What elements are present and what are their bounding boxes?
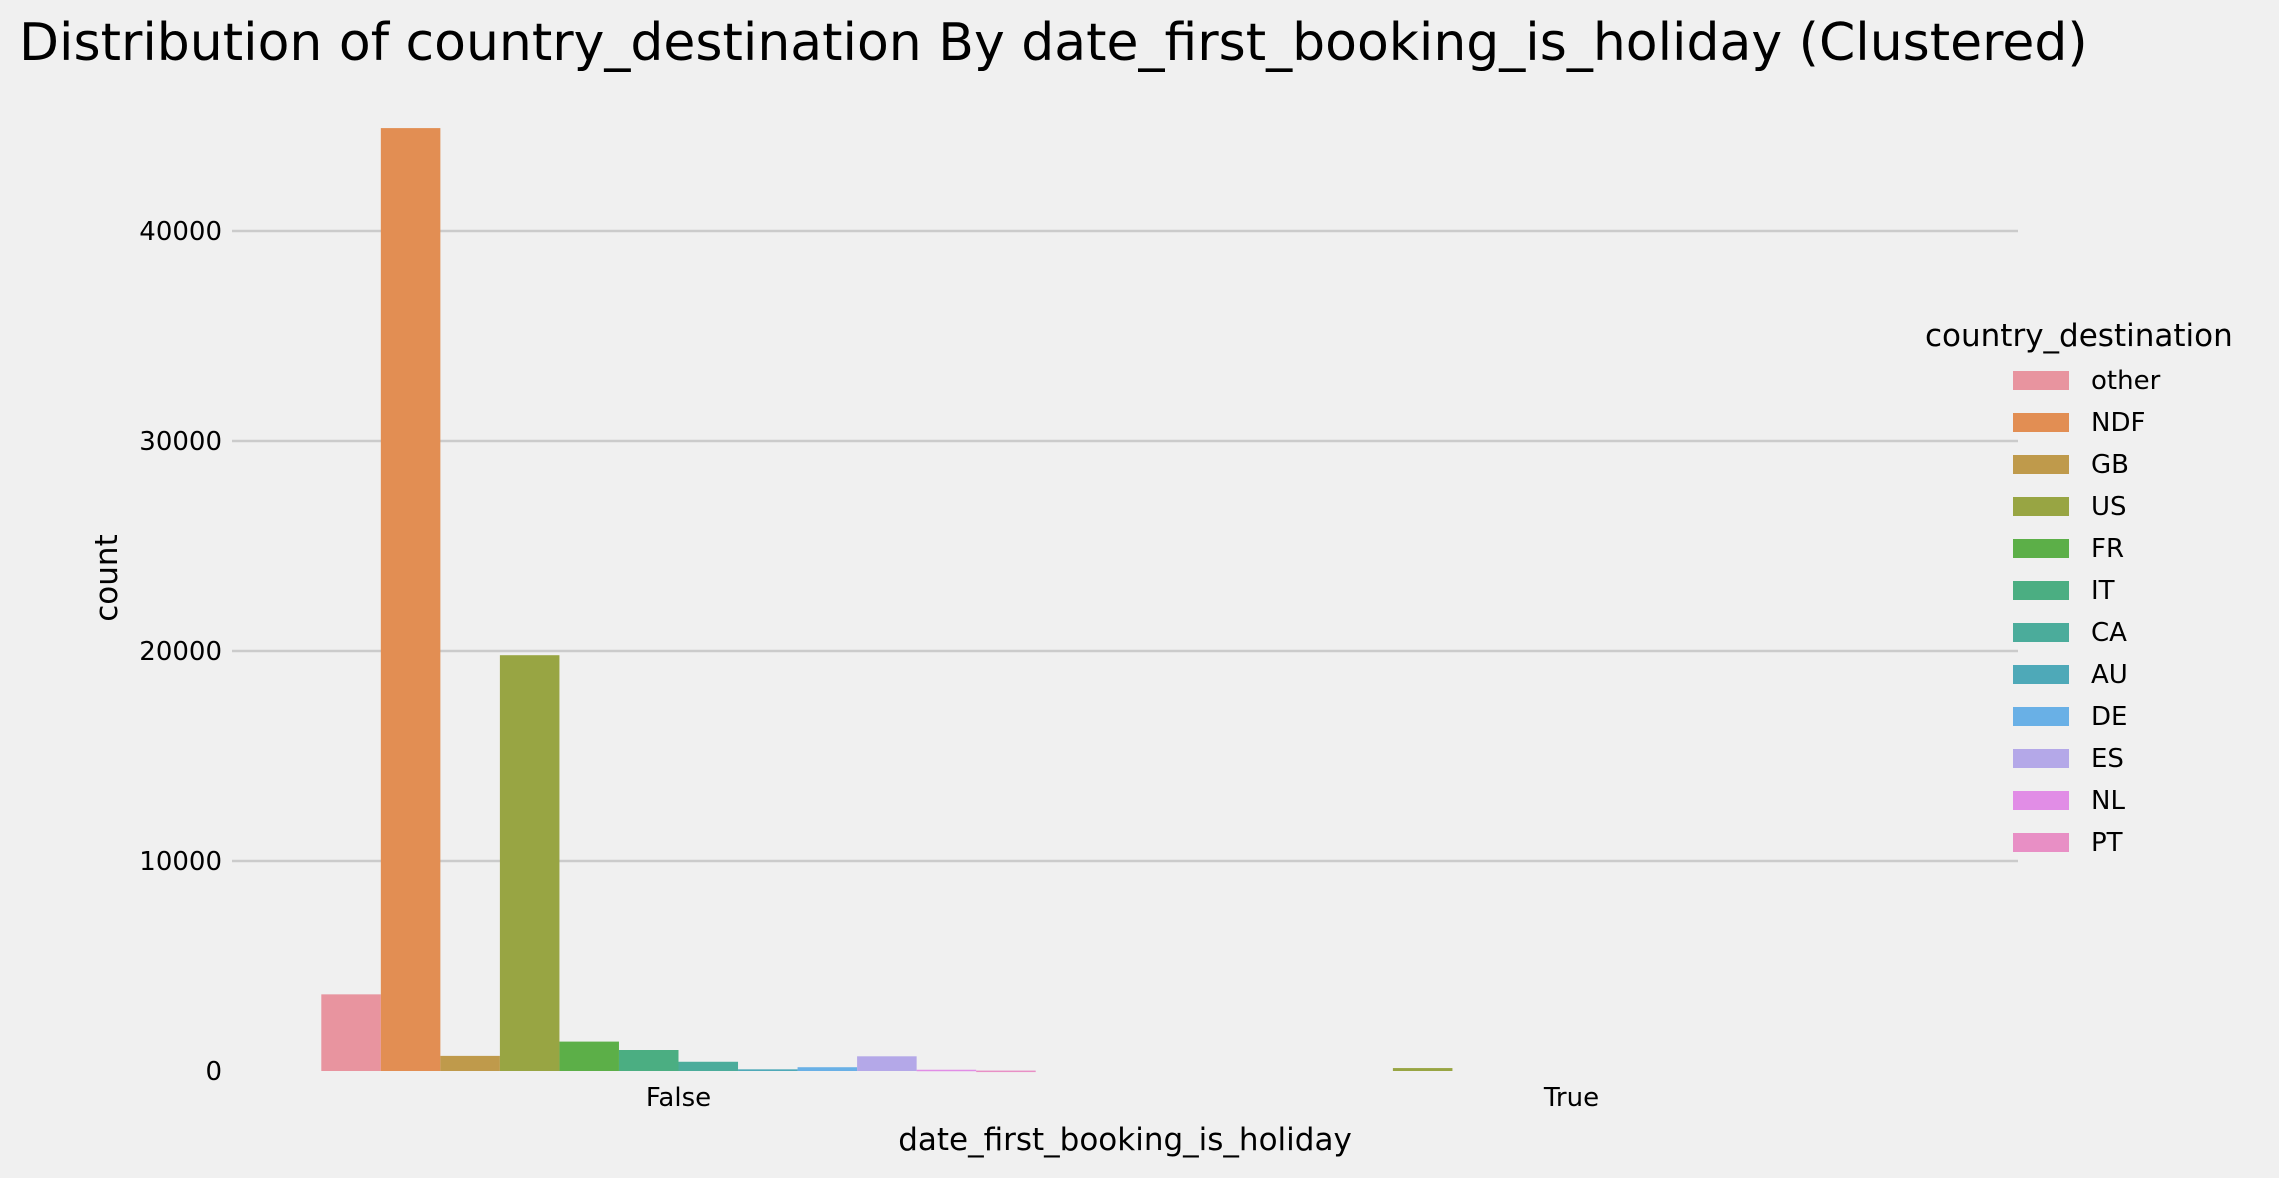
legend-swatch-us [2013,497,2069,516]
legend-swatch-de [2013,707,2069,726]
bar-us-true [1393,1068,1453,1071]
y-tick-label: 40000 [139,217,222,247]
legend-swatch-gb [2013,455,2069,474]
chart-title: Distribution of country_destination By d… [19,13,2088,73]
bar-pt-false [976,1071,1036,1073]
y-tick-label: 10000 [139,847,222,877]
bar-au-false [738,1069,798,1071]
bar-it-false [619,1050,679,1071]
x-tick-labels: False True [646,1083,1599,1113]
bar-other-false [321,994,381,1071]
legend-label-gb: GB [2091,450,2129,480]
legend-label-ca: CA [2091,618,2127,648]
legend-label-fr: FR [2091,534,2124,564]
legend-swatch-es [2013,749,2069,768]
bar-ndf-false [381,128,441,1071]
y-tick-label: 0 [205,1057,222,1087]
legend-label-it: IT [2091,576,2115,606]
y-tick-labels: 0 10000 20000 30000 40000 [139,217,222,1087]
bar-es-false [857,1056,917,1071]
legend-swatch-au [2013,665,2069,684]
bar-nl-false [917,1070,977,1072]
y-axis-label: count [89,534,125,621]
legend-swatch-ca [2013,623,2069,642]
legend-swatch-fr [2013,539,2069,558]
legend-label-pt: PT [2091,828,2123,858]
legend-swatch-ndf [2013,413,2069,432]
y-tick-label: 30000 [139,427,222,457]
legend-label-de: DE [2091,702,2127,732]
legend-swatch-other [2013,371,2069,390]
legend-label-us: US [2091,492,2127,522]
legend-swatch-it [2013,581,2069,600]
legend-label-au: AU [2091,660,2128,690]
legend-label-es: ES [2091,744,2124,774]
legend-swatch-pt [2013,833,2069,852]
bars [321,128,1452,1072]
legend-title: country_destination [1925,318,2233,354]
bar-gb-false [440,1056,500,1071]
x-tick-label: True [1543,1083,1599,1113]
bar-ca-false [679,1062,739,1071]
legend-label-other: other [2091,366,2161,396]
legend-swatch-nl [2013,791,2069,810]
bar-de-false [798,1067,858,1071]
legend: country_destination other NDF GB US FR IT CA AU… [1925,318,2233,858]
y-tick-label: 20000 [139,637,222,667]
bar-fr-false [559,1042,619,1071]
legend-label-nl: NL [2091,786,2125,816]
x-axis-label: date_first_booking_is_holiday [898,1122,1352,1158]
bar-us-false [500,655,560,1071]
x-tick-label: False [646,1083,711,1113]
legend-label-ndf: NDF [2091,408,2145,438]
